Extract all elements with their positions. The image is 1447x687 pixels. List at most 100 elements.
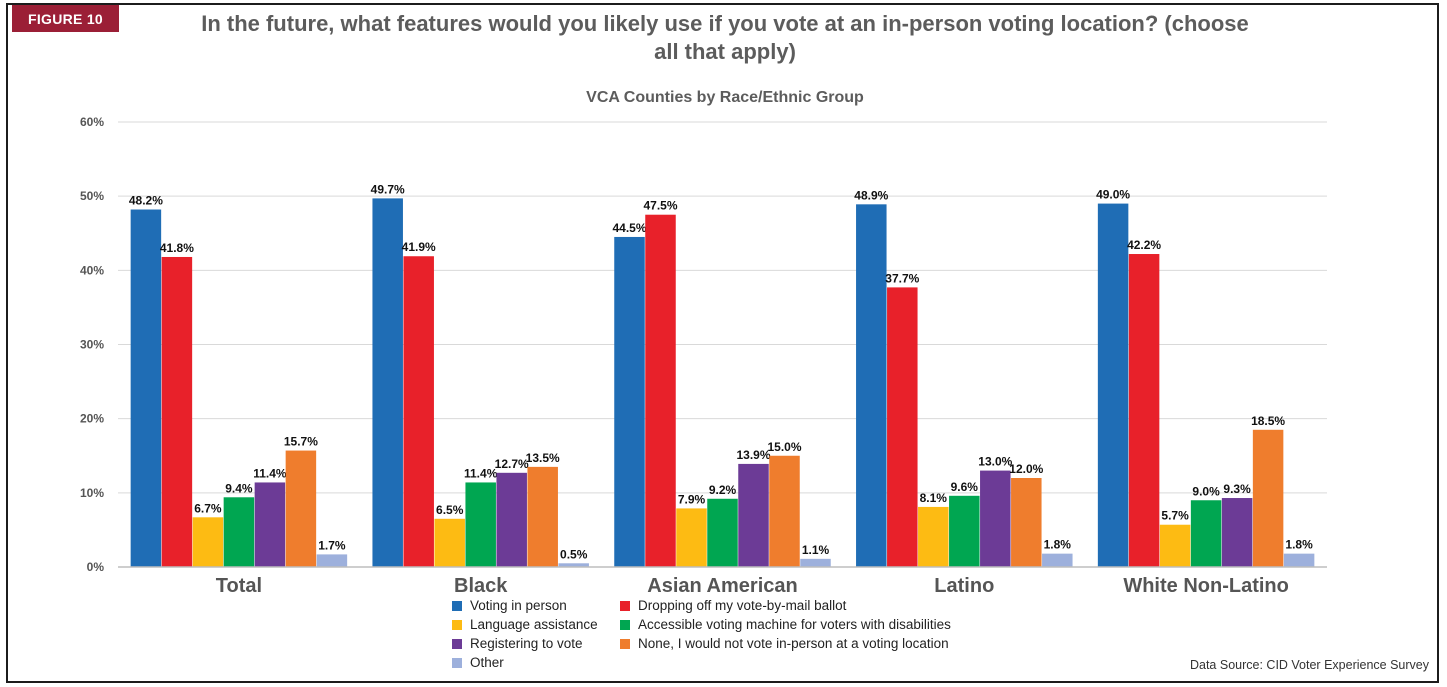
legend-label: Registering to vote xyxy=(470,636,583,651)
legend-item: None, I would not vote in-person at a vo… xyxy=(620,636,949,651)
bar xyxy=(676,508,707,567)
bar xyxy=(1159,524,1191,567)
bar xyxy=(980,470,1011,567)
data-label: 8.1% xyxy=(920,491,948,505)
data-label: 11.4% xyxy=(464,466,498,480)
legend-swatch xyxy=(452,638,462,649)
y-tick-label: 10% xyxy=(80,486,104,500)
x-category-label: Latino xyxy=(934,575,994,597)
y-tick-label: 0% xyxy=(87,560,105,574)
legend-label: Other xyxy=(470,655,504,670)
data-label: 1.8% xyxy=(1285,538,1313,552)
x-category-label: Asian American xyxy=(647,575,797,597)
y-tick-label: 30% xyxy=(80,338,104,352)
bar xyxy=(161,256,193,567)
data-label: 41.8% xyxy=(160,241,194,255)
data-label: 42.2% xyxy=(1127,238,1161,252)
bar xyxy=(1011,478,1042,567)
bar xyxy=(223,497,255,567)
bar xyxy=(372,198,403,567)
legend-item: Accessible voting machine for voters wit… xyxy=(620,617,951,632)
data-label: 6.7% xyxy=(194,501,222,515)
data-source-note: Data Source: CID Voter Experience Survey xyxy=(1189,658,1429,672)
chart-subtitle: VCA Counties by Race/Ethnic Group xyxy=(586,89,864,106)
legend-swatch xyxy=(620,619,630,630)
bar xyxy=(285,450,317,567)
legend-label: Language assistance xyxy=(470,617,598,632)
bar xyxy=(1190,500,1222,567)
bar xyxy=(800,558,831,567)
bar xyxy=(645,214,676,568)
bar xyxy=(918,506,949,567)
x-category-label: Total xyxy=(216,575,262,597)
legend-item: Other xyxy=(452,655,504,670)
data-label: 44.5% xyxy=(612,221,646,235)
y-tick-label: 50% xyxy=(80,189,104,203)
bar xyxy=(769,455,800,567)
data-label: 11.4% xyxy=(253,466,287,480)
data-label: 12.7% xyxy=(495,457,529,471)
data-label: 13.0% xyxy=(978,455,1012,469)
data-label: 48.2% xyxy=(129,194,163,208)
data-label: 1.8% xyxy=(1044,538,1072,552)
data-label: 7.9% xyxy=(678,492,706,506)
data-label: 0.5% xyxy=(560,547,588,561)
chart-title: In the future, what features would you l… xyxy=(201,11,1249,64)
legend-item: Language assistance xyxy=(452,617,598,632)
bar xyxy=(614,236,645,568)
data-label: 47.5% xyxy=(643,199,677,213)
legend-label: Accessible voting machine for voters wit… xyxy=(638,617,951,632)
figure-frame xyxy=(6,3,1439,683)
data-label: 15.0% xyxy=(767,440,801,454)
bar-chart: 0%10%20%30%40%50%60%48.2%41.8%6.7%9.4%11… xyxy=(80,115,1327,597)
legend-swatch xyxy=(620,600,630,611)
data-label: 9.3% xyxy=(1223,482,1251,496)
bar xyxy=(887,287,918,567)
data-label: 13.5% xyxy=(526,451,560,465)
data-label: 12.0% xyxy=(1009,462,1043,476)
bar xyxy=(1042,553,1073,567)
data-label: 37.7% xyxy=(885,271,919,285)
data-label: 1.7% xyxy=(318,538,346,552)
data-label: 49.7% xyxy=(371,182,405,196)
bar xyxy=(496,472,527,567)
legend-item: Voting in person xyxy=(452,598,567,613)
bar xyxy=(465,482,496,567)
figure-label-badge: FIGURE 10 xyxy=(12,5,119,32)
data-label: 1.1% xyxy=(802,543,830,557)
bar xyxy=(434,518,465,567)
data-label: 18.5% xyxy=(1251,414,1285,428)
y-tick-label: 60% xyxy=(80,115,104,129)
bar xyxy=(1128,254,1160,567)
data-label: 48.9% xyxy=(854,188,888,202)
legend-swatch xyxy=(452,600,462,611)
data-label: 41.9% xyxy=(402,240,436,254)
data-label: 15.7% xyxy=(284,435,318,449)
legend-item: Registering to vote xyxy=(452,636,583,651)
data-label: 6.5% xyxy=(436,503,464,517)
bar xyxy=(316,554,348,567)
bar xyxy=(1097,203,1129,568)
bar xyxy=(1283,553,1315,567)
bar xyxy=(1252,429,1284,567)
data-label: 9.6% xyxy=(951,480,979,494)
x-category-label: White Non-Latino xyxy=(1123,575,1289,597)
legend-label: Dropping off my vote-by-mail ballot xyxy=(638,598,847,613)
legend-item: Dropping off my vote-by-mail ballot xyxy=(620,598,846,613)
data-label: 9.0% xyxy=(1192,484,1220,498)
bar xyxy=(403,256,434,567)
data-label: 9.2% xyxy=(709,483,737,497)
legend-label: Voting in person xyxy=(470,598,567,613)
bar xyxy=(949,495,980,567)
bar xyxy=(1221,498,1253,567)
x-category-label: Black xyxy=(454,575,508,597)
data-label: 13.9% xyxy=(736,448,770,462)
y-tick-label: 40% xyxy=(80,263,104,277)
bar xyxy=(738,463,769,567)
data-label: 9.4% xyxy=(225,481,253,495)
bar xyxy=(856,204,887,567)
bar xyxy=(527,466,558,567)
bar xyxy=(558,563,589,567)
bar xyxy=(130,209,162,567)
data-label: 5.7% xyxy=(1161,509,1189,523)
